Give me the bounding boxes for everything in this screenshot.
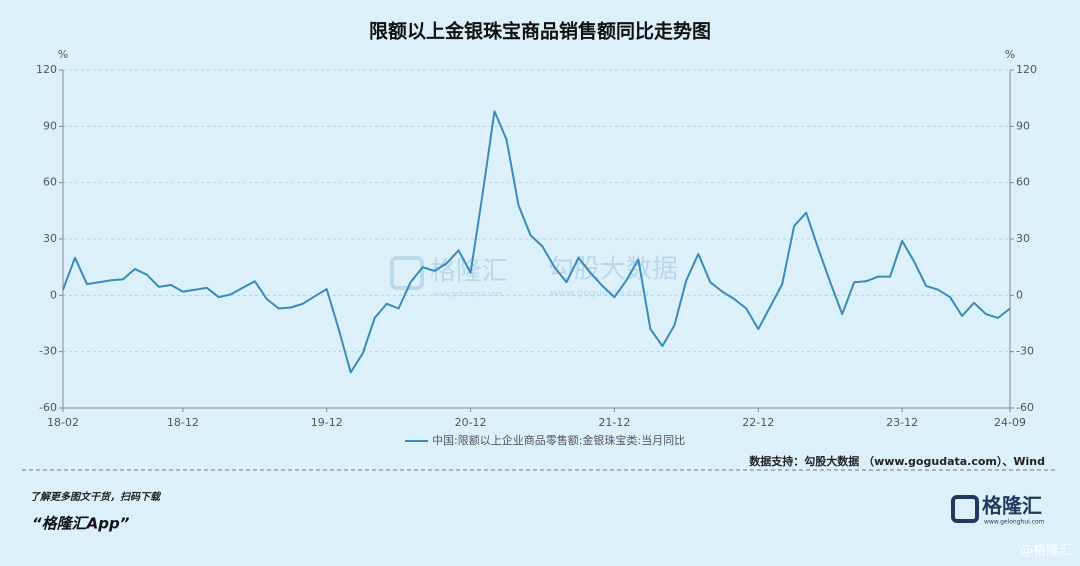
watermark: 格隆汇 www.gelonghui.com 勾股大数据 www.gogudata… bbox=[390, 255, 678, 299]
y2-tick-label: 30 bbox=[1016, 232, 1030, 245]
y2-tick-label: 60 bbox=[1016, 176, 1030, 189]
corner-watermark: @格隆汇 bbox=[1020, 543, 1072, 559]
y-tick-label: 120 bbox=[36, 63, 57, 76]
y2-tick-label: 120 bbox=[1016, 63, 1037, 76]
x-tick-label: 20-12 bbox=[455, 416, 487, 429]
x-tick-label: 22-12 bbox=[742, 416, 774, 429]
y2-tick-label: 90 bbox=[1016, 119, 1030, 132]
y2-tick-label: -60 bbox=[1016, 401, 1034, 414]
data-line bbox=[62, 110, 1011, 374]
x-tick-label: 24-09 bbox=[994, 416, 1026, 429]
x-tick-label: 23-12 bbox=[886, 416, 918, 429]
y2-tick-label: -30 bbox=[1016, 345, 1034, 358]
x-tick-label: 18-02 bbox=[47, 416, 79, 429]
footer-note: 了解更多图文干货，扫码下载 bbox=[30, 491, 162, 503]
footer-app: “格隆汇App” bbox=[32, 515, 130, 533]
y-axis-label: % bbox=[58, 48, 68, 61]
logo-icon bbox=[951, 495, 979, 523]
source: 数据支持：勾股大数据 （www.gogudata.com）、Wind bbox=[749, 454, 1045, 468]
y2-axis-label: % bbox=[1005, 48, 1015, 61]
y-tick-label: -30 bbox=[39, 345, 57, 358]
chart-title: 限额以上金银珠宝商品销售额同比走势图 bbox=[369, 20, 711, 43]
x-tick-label: 18-12 bbox=[167, 416, 199, 429]
y2-tick-label: 0 bbox=[1016, 288, 1023, 301]
y-tick-label: -60 bbox=[39, 401, 57, 414]
legend-label: 中国:限额以上企业商品零售额:金银珠宝类:当月同比 bbox=[432, 433, 685, 447]
y-tick-label: 30 bbox=[43, 232, 57, 245]
footer-logo: 格隆汇 bbox=[982, 494, 1042, 518]
x-tick-label: 19-12 bbox=[311, 416, 343, 429]
watermark-partner: 勾股大数据 bbox=[548, 255, 678, 285]
watermark-partner-url: www.gogudata.com bbox=[550, 288, 649, 299]
x-tick-label: 21-12 bbox=[598, 416, 630, 429]
footer-logo-url: www.gelonghui.com bbox=[984, 519, 1045, 526]
y-tick-label: 0 bbox=[50, 288, 57, 301]
y-tick-label: 60 bbox=[43, 176, 57, 189]
y-tick-label: 90 bbox=[43, 119, 57, 132]
watermark-brand-url: www.gelonghui.com bbox=[432, 290, 503, 298]
